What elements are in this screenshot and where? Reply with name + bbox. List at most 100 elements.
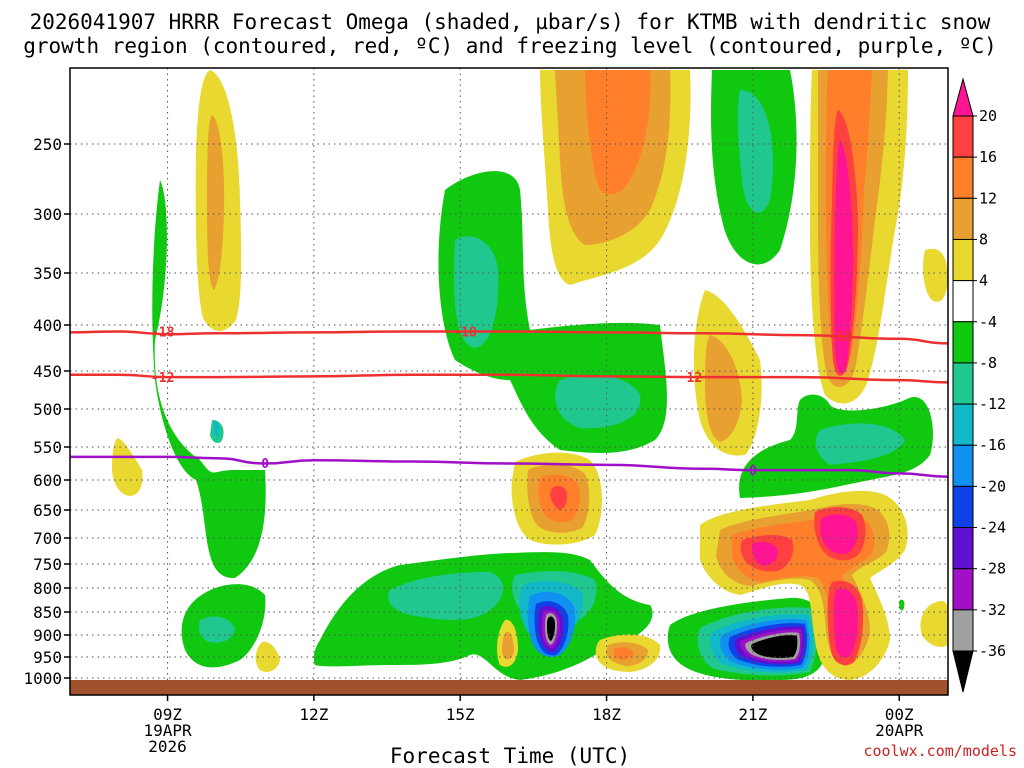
contour-label: -18 <box>453 325 477 340</box>
y-tick-label: 350 <box>33 264 62 283</box>
y-tick-label: 650 <box>33 501 62 520</box>
colorbar-label: -20 <box>979 477 1006 495</box>
y-tick-label: 1000 <box>23 669 62 688</box>
omega-field-teal-mid-lower <box>555 375 641 429</box>
y-tick-label: 800 <box>33 579 62 598</box>
y-tick-label: 400 <box>33 316 62 335</box>
contour-freezing-level <box>70 455 948 478</box>
colorbar-label: -32 <box>979 601 1006 619</box>
ground-strip <box>70 680 948 695</box>
x-tick-label: 09Z <box>153 705 182 724</box>
colorbar-label: 12 <box>979 189 997 207</box>
colorbar-top-arrow <box>952 77 974 117</box>
x-tick-label: 00Z <box>885 705 914 724</box>
colorbar-swatch <box>952 527 974 570</box>
y-tick-label: 450 <box>33 362 62 381</box>
colorbar-swatch <box>952 444 974 487</box>
colorbar: 20 16 12 8 4 -4 -8 -12 -16 -20 -24 -28 -32 -36 <box>952 77 1006 693</box>
colorbar-label: 4 <box>979 272 988 290</box>
colorbar-label: -28 <box>979 560 1006 578</box>
colorbar-swatch <box>952 280 974 323</box>
omega-field-pink-east-lower-c <box>833 588 858 658</box>
omega-field-yellow-far-east-lower <box>920 600 948 647</box>
x-tick-date: 19APR <box>143 721 192 740</box>
colorbar-label: -16 <box>979 436 1006 454</box>
colorbar-swatch <box>952 362 974 405</box>
omega-field-yellow-west-low <box>112 438 143 496</box>
colorbar-label: 16 <box>979 148 997 166</box>
y-axis: 250 300 350 400 450 500 550 600 650 700 750 800 850 9… <box>23 135 70 688</box>
x-tick-label: 15Z <box>446 705 475 724</box>
colorbar-bottom-arrow <box>952 650 974 693</box>
omega-field-teal-mid-upper <box>454 236 499 348</box>
omega-field-amber-low-2 <box>502 631 514 660</box>
colorbar-swatch <box>952 115 974 158</box>
y-tick-label: 300 <box>33 205 62 224</box>
colorbar-swatch <box>952 485 974 529</box>
omega-field-green-west-upper <box>152 180 266 579</box>
contour-label: -18 <box>151 325 175 340</box>
colorbar-label: 8 <box>979 230 988 248</box>
contour-dgz-lower <box>70 373 948 384</box>
colorbar-label: -12 <box>979 395 1006 413</box>
contour-label: 0 <box>749 464 757 479</box>
omega-field-teal-central-lower <box>388 572 504 620</box>
y-tick-label: 700 <box>33 529 62 548</box>
y-tick-label: 750 <box>33 555 62 574</box>
x-tick-year: 2026 <box>148 737 187 756</box>
omega-field-teal-east-mid <box>815 423 905 465</box>
omega-shading <box>112 70 948 681</box>
colorbar-label: 20 <box>979 107 997 125</box>
omega-field-yellow-far-east-upper <box>922 248 948 302</box>
y-tick-label: 550 <box>33 438 62 457</box>
omega-field-orange-low-3 <box>613 647 634 660</box>
colorbar-swatch <box>952 197 974 240</box>
omega-field-red-central-blob <box>550 485 568 510</box>
colorbar-label: -24 <box>979 519 1006 537</box>
colorbar-label: -36 <box>979 642 1006 660</box>
chart-title-line1: 2026041907 HRRR Forecast Omega (shaded, … <box>30 10 991 34</box>
contour-label: -18 <box>829 330 853 345</box>
x-tick-date: 20APR <box>875 721 924 740</box>
omega-field-pink-east-column <box>834 140 853 374</box>
credit-text: coolwx.com/models <box>863 742 1017 760</box>
x-tick-label: 21Z <box>738 705 767 724</box>
contour-lines <box>70 330 948 478</box>
omega-field-orange-upper-mid <box>585 70 651 195</box>
omega-field-yellow-low-1 <box>255 641 280 672</box>
grid-lines <box>70 68 948 695</box>
plot-frame <box>69 67 949 696</box>
x-tick-label: 18Z <box>592 705 621 724</box>
y-tick-label: 600 <box>33 471 62 490</box>
omega-field-teal-upper-right <box>737 90 773 213</box>
omega-field-pink-east-lower-b <box>820 514 858 555</box>
colorbar-label: -4 <box>979 313 997 331</box>
omega-field-teal-west-2 <box>213 420 220 438</box>
contour-label: 12 <box>687 371 703 386</box>
omega-field-pink-east-lower-a <box>752 542 778 566</box>
colorbar-swatch <box>952 403 974 446</box>
y-tick-label: 950 <box>33 648 62 667</box>
colorbar-label: -8 <box>979 354 997 372</box>
omega-field-amber-west-column <box>207 115 225 290</box>
omega-field-black-east-lower <box>751 635 798 658</box>
colorbar-swatch <box>952 321 974 364</box>
colorbar-swatch <box>952 156 974 199</box>
y-tick-label: 250 <box>33 135 62 154</box>
chart-title-line2: growth region (contoured, red, ºC) and f… <box>23 34 997 58</box>
colorbar-swatch <box>952 568 974 611</box>
y-tick-label: 900 <box>33 626 62 645</box>
omega-field-green-east-edge <box>899 599 905 611</box>
omega-field-amber-mid <box>705 335 742 442</box>
contour-label: -12 <box>151 371 174 386</box>
contour-label: 0 <box>261 457 269 472</box>
y-tick-label: 850 <box>33 603 62 622</box>
omega-field-teal-west-lower <box>198 616 235 643</box>
x-tick-label: 12Z <box>299 705 328 724</box>
colorbar-swatch <box>952 238 974 282</box>
y-tick-label: 500 <box>33 400 62 419</box>
x-axis-label: Forecast Time (UTC) <box>390 744 630 768</box>
colorbar-swatch <box>952 609 974 652</box>
